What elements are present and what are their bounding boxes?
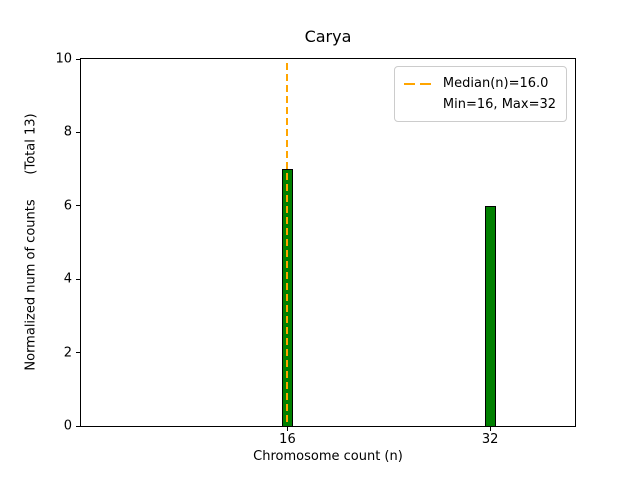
x-tick-mark xyxy=(286,427,288,431)
x-axis-label: Chromosome count (n) xyxy=(253,449,403,464)
y-tick-mark xyxy=(76,425,80,427)
y-axis-label: Normalized num of counts (Total 13) xyxy=(23,113,39,371)
chart-title: Carya xyxy=(304,27,352,46)
y-tick-label: 6 xyxy=(63,198,72,214)
y-tick-mark xyxy=(76,352,80,354)
legend-label-minmax: Min=16, Max=32 xyxy=(442,97,556,112)
y-tick-label: 0 xyxy=(63,418,72,434)
y-tick-mark xyxy=(76,205,80,207)
plot-area: Median(n)=16.0 Min=16, Max=32 0 2 4 6 8 10 16 3… xyxy=(55,52,576,447)
x-tick-label: 16 xyxy=(279,432,296,447)
x-tick-label: 32 xyxy=(481,432,499,447)
legend: Median(n)=16.0 Min=16, Max=32 xyxy=(393,66,567,122)
y-tick-label: 4 xyxy=(63,271,72,287)
median-dashed-line-swatch xyxy=(403,82,434,85)
y-tick-label: 2 xyxy=(63,345,72,361)
bar xyxy=(484,205,496,426)
legend-spacer xyxy=(404,104,434,106)
legend-label-median: Median(n)=16.0 xyxy=(442,76,549,91)
y-tick-mark xyxy=(76,58,80,60)
y-tick-mark xyxy=(76,131,80,133)
legend-row-minmax: Min=16, Max=32 xyxy=(404,94,556,115)
y-tick-label: 8 xyxy=(63,124,72,140)
median-line xyxy=(286,63,289,426)
x-tick-mark xyxy=(489,427,491,431)
y-tick-label: 10 xyxy=(55,51,72,67)
legend-row-median: Median(n)=16.0 xyxy=(403,73,556,94)
y-tick-mark xyxy=(76,278,80,280)
